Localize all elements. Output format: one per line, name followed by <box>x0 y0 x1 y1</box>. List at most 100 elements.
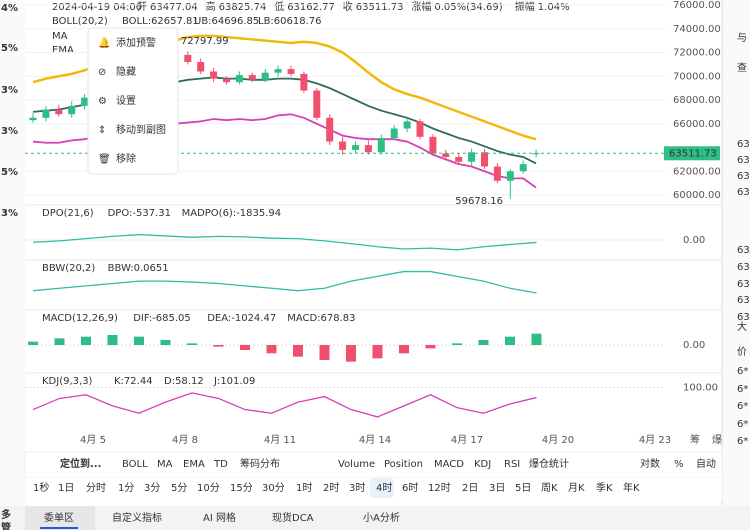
boll-item: LB:60618.76 <box>258 16 322 27</box>
left-fragment: 3% <box>1 126 18 137</box>
interval[interactable]: 3日 <box>489 483 505 494</box>
y-tick-label: 68000.00 <box>673 95 721 106</box>
macd-bar <box>240 345 250 350</box>
menu-item[interactable]: 移动到副图 <box>116 123 166 136</box>
toolbar-item[interactable]: 自动 <box>696 457 716 470</box>
interval[interactable]: 1秒 <box>33 481 49 494</box>
toolbar-item[interactable]: Position <box>384 459 423 470</box>
right-fragment: 63 <box>737 155 750 166</box>
interval[interactable]: 周K <box>541 482 558 494</box>
toolbar-item[interactable]: 爆仓统计 <box>529 457 569 470</box>
menu-box <box>87 27 179 175</box>
interval[interactable]: 2时 <box>323 482 339 494</box>
toolbar-item[interactable]: KDJ <box>474 459 491 470</box>
right-fragment: 价 <box>737 346 747 358</box>
panel-legend: J:101.09 <box>213 376 255 387</box>
last-price-tag <box>664 146 720 161</box>
candle-body <box>274 69 282 73</box>
candle-body <box>352 145 359 150</box>
interval[interactable]: 年K <box>623 481 640 494</box>
x-tick-label: 4月 17 <box>451 434 483 446</box>
y-tick-label: 62000.00 <box>673 166 721 177</box>
field-value: 63162.77 <box>287 2 335 13</box>
toolbar-item[interactable]: RSI <box>504 459 520 470</box>
menu-icon: 🔔 <box>98 37 110 49</box>
panel-legend: K:72.44 <box>114 376 153 387</box>
interval[interactable]: 1分 <box>118 482 134 494</box>
interval[interactable]: 季K <box>596 482 613 494</box>
right-strip <box>722 0 750 530</box>
interval[interactable]: 2日 <box>462 483 478 494</box>
toolbar-item[interactable]: BOLL <box>122 459 148 470</box>
macd-bar <box>505 336 515 345</box>
candle-body <box>287 69 295 74</box>
right-fragment: 63 <box>737 245 750 256</box>
right-fragment: 6* <box>737 419 748 430</box>
indicator-line <box>32 233 537 251</box>
interval[interactable]: 月K <box>568 482 585 494</box>
candle-body <box>248 75 256 80</box>
indicator-line <box>32 392 537 418</box>
interval[interactable]: 15分 <box>230 482 253 494</box>
menu-item[interactable]: 添加预警 <box>116 36 156 49</box>
candle-body <box>68 105 76 115</box>
panel-title: DPO(21,6) <box>42 208 94 219</box>
toolbar-item[interactable]: Volume <box>338 459 375 470</box>
bottom-tab[interactable]: 现货DCA <box>272 511 314 524</box>
interval[interactable]: 10分 <box>197 482 220 494</box>
interval[interactable]: 5分 <box>171 482 187 494</box>
datetime: 2024-04-19 04:00 <box>52 2 142 13</box>
macd-bar <box>293 345 303 357</box>
interval[interactable]: 4时 <box>376 482 392 494</box>
toolbar-item[interactable]: 筹码分布 <box>240 457 280 470</box>
interval[interactable]: 30分 <box>262 482 285 494</box>
left-fragment: 管 <box>1 521 11 530</box>
toolbar-item[interactable]: TD <box>213 459 228 470</box>
active-interval[interactable] <box>370 478 394 498</box>
interval[interactable]: 6时 <box>402 482 418 494</box>
field-label: 低 <box>274 0 284 13</box>
bottom-tab[interactable]: 委单区 <box>44 511 74 524</box>
interval[interactable]: 分时 <box>86 482 106 494</box>
interval[interactable]: 3时 <box>349 482 365 494</box>
menu-item[interactable]: 移除 <box>116 152 136 165</box>
interval[interactable]: 1时 <box>296 482 312 494</box>
panel-legend: MACD:678.83 <box>287 313 355 324</box>
field-value: 63477.04 <box>150 2 198 13</box>
panel-legend: DIF:-685.05 <box>133 313 191 324</box>
y-tick-label: 100.00 <box>683 382 718 393</box>
toolbar-item[interactable]: MA <box>157 459 173 470</box>
interval[interactable]: 5日 <box>515 483 531 494</box>
panel-legend: BBW:0.0651 <box>108 263 169 274</box>
right-fragment: 6* <box>737 366 748 377</box>
left-fragment: 3% <box>1 208 18 219</box>
panel-legend: MADPO(6):-1835.94 <box>182 208 282 219</box>
menu-item[interactable]: 隐藏 <box>116 66 136 78</box>
panel-title: BBW(20,2) <box>42 263 95 274</box>
interval[interactable]: 12时 <box>428 482 451 494</box>
bottom-tab[interactable]: AI 网格 <box>203 511 236 524</box>
candle-body <box>416 121 424 137</box>
bottom-tab[interactable]: 小A分析 <box>363 511 400 524</box>
macd-bar <box>187 343 197 345</box>
bottom-tabs <box>0 506 750 530</box>
toolbar-item[interactable]: 定位到... <box>60 457 101 470</box>
menu-item[interactable]: 设置 <box>116 95 136 107</box>
interval[interactable]: 1日 <box>58 483 74 494</box>
right-fragment: 63 <box>737 279 750 290</box>
right-fragment: 63 <box>737 312 750 323</box>
active-tab[interactable] <box>25 506 95 530</box>
toolbar-item[interactable]: % <box>674 459 684 470</box>
bottom-tab[interactable]: 自定义指标 <box>112 511 162 524</box>
field-value: 63825.74 <box>219 2 267 13</box>
toolbar-item[interactable]: 对数 <box>640 457 660 470</box>
right-fragment: 6* <box>737 384 748 395</box>
toolbar-item[interactable]: MACD <box>434 459 464 470</box>
x-tick-label: 4月 5 <box>80 434 106 446</box>
candle-body <box>493 166 501 181</box>
candle-body <box>184 54 192 62</box>
interval[interactable]: 3分 <box>144 482 160 494</box>
candle-body <box>197 62 205 72</box>
candle-body <box>42 109 50 118</box>
toolbar-item[interactable]: EMA <box>183 459 205 470</box>
